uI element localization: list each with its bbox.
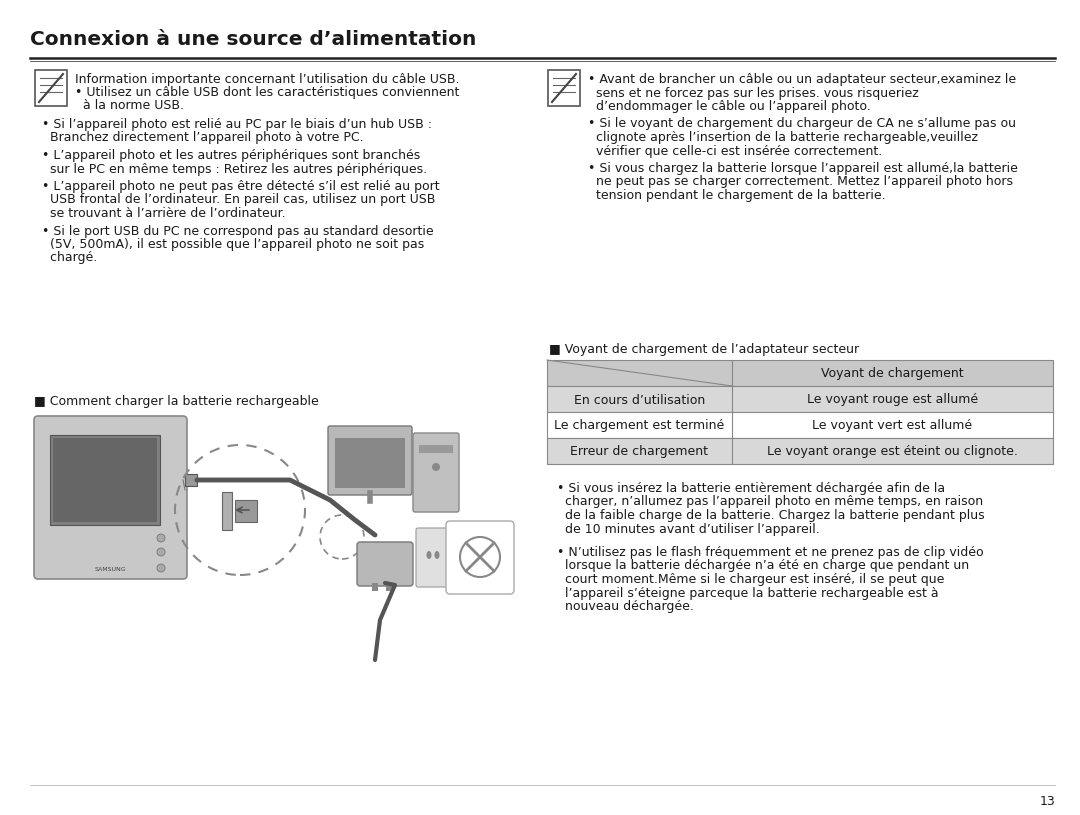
Bar (335, 438, 405, 488)
FancyBboxPatch shape (413, 433, 459, 512)
Circle shape (432, 463, 440, 471)
Bar (235, 500, 257, 522)
Text: Erreur de chargement: Erreur de chargement (570, 446, 708, 459)
Text: ne peut pas se charger correctement. Mettez l’appareil photo hors: ne peut pas se charger correctement. Met… (588, 175, 1013, 188)
Text: (5V, 500mA), il est possible que l’appareil photo ne soit pas: (5V, 500mA), il est possible que l’appar… (42, 238, 424, 251)
FancyBboxPatch shape (416, 528, 450, 587)
Text: SAMSUNG: SAMSUNG (95, 567, 126, 572)
Text: de la faible charge de la batterie. Chargez la batterie pendant plus: de la faible charge de la batterie. Char… (557, 509, 985, 522)
Bar (50, 435, 160, 525)
Circle shape (157, 534, 165, 542)
FancyBboxPatch shape (35, 70, 67, 106)
Text: 13: 13 (1039, 795, 1055, 808)
Text: se trouvant à l’arrière de l’ordinateur.: se trouvant à l’arrière de l’ordinateur. (42, 207, 285, 220)
Text: Voyant de chargement: Voyant de chargement (821, 368, 963, 381)
Text: • Si l’appareil photo est relié au PC par le biais d’un hub USB :: • Si l’appareil photo est relié au PC pa… (42, 118, 432, 131)
Text: ■ Comment charger la batterie rechargeable: ■ Comment charger la batterie rechargeab… (33, 395, 319, 408)
Text: • Avant de brancher un câble ou un adaptateur secteur,examinez le: • Avant de brancher un câble ou un adapt… (588, 73, 1016, 86)
Bar (53, 438, 157, 522)
Bar (546, 386, 1053, 412)
FancyBboxPatch shape (548, 70, 580, 106)
Text: • N’utilisez pas le flash fréquemment et ne prenez pas de clip vidéo: • N’utilisez pas le flash fréquemment et… (557, 546, 984, 559)
Ellipse shape (427, 551, 432, 559)
Text: sur le PC en même temps : Retirez les autres périphériques.: sur le PC en même temps : Retirez les au… (42, 162, 427, 175)
Text: • L’appareil photo ne peut pas être détecté s’il est relié au port: • L’appareil photo ne peut pas être déte… (42, 180, 440, 193)
Text: sens et ne forcez pas sur les prises. vous risqueriez: sens et ne forcez pas sur les prises. vo… (588, 86, 919, 99)
Bar (386, 583, 392, 591)
Text: charger, n’allumez pas l’appareil photo en même temps, en raison: charger, n’allumez pas l’appareil photo … (557, 496, 983, 509)
Text: Le voyant vert est allumé: Le voyant vert est allumé (812, 420, 973, 433)
Text: Le chargement est terminé: Le chargement est terminé (554, 420, 725, 433)
Bar (372, 583, 378, 591)
Bar (546, 412, 1053, 438)
Text: • L’appareil photo et les autres périphériques sont branchés: • L’appareil photo et les autres périphé… (42, 149, 420, 162)
Text: nouveau déchargée.: nouveau déchargée. (557, 600, 693, 613)
Text: tension pendant le chargement de la batterie.: tension pendant le chargement de la batt… (588, 189, 886, 202)
Text: lorsque la batterie déchargée n’a été en charge que pendant un: lorsque la batterie déchargée n’a été en… (557, 560, 969, 572)
Bar (546, 360, 1053, 386)
Text: d’endommager le câble ou l’appareil photo.: d’endommager le câble ou l’appareil phot… (588, 100, 870, 113)
Text: USB frontal de l’ordinateur. En pareil cas, utilisez un port USB: USB frontal de l’ordinateur. En pareil c… (42, 193, 435, 206)
Text: Connexion à une source d’alimentation: Connexion à une source d’alimentation (30, 30, 476, 49)
Text: vérifier que celle-ci est insérée correctement.: vérifier que celle-ci est insérée correc… (588, 144, 882, 157)
Text: Branchez directement l’appareil photo à votre PC.: Branchez directement l’appareil photo à … (42, 131, 364, 144)
FancyBboxPatch shape (446, 521, 514, 594)
Bar (222, 492, 232, 530)
Text: • Si vous insérez la batterie entièrement déchargée afin de la: • Si vous insérez la batterie entièremen… (557, 482, 945, 495)
Text: chargé.: chargé. (42, 252, 97, 265)
Text: Le voyant rouge est allumé: Le voyant rouge est allumé (807, 394, 978, 407)
Bar (185, 474, 197, 486)
Text: En cours d’utilisation: En cours d’utilisation (573, 394, 705, 407)
Circle shape (157, 564, 165, 572)
Bar (546, 438, 1053, 464)
Circle shape (157, 548, 165, 556)
Text: • Si le port USB du PC ne correspond pas au standard desortie: • Si le port USB du PC ne correspond pas… (42, 224, 434, 237)
Text: Information importante concernant l’utilisation du câble USB.: Information importante concernant l’util… (75, 73, 459, 86)
FancyBboxPatch shape (328, 426, 411, 495)
Text: ■ Voyant de chargement de l’adaptateur secteur: ■ Voyant de chargement de l’adaptateur s… (549, 343, 859, 356)
Text: court moment.Même si le chargeur est inséré, il se peut que: court moment.Même si le chargeur est ins… (557, 573, 944, 586)
Text: l’appareil s’éteigne parceque la batterie rechargeable est à: l’appareil s’éteigne parceque la batteri… (557, 587, 939, 600)
Bar (419, 445, 453, 453)
Text: à la norme USB.: à la norme USB. (75, 99, 184, 112)
FancyBboxPatch shape (357, 542, 413, 586)
Text: clignote après l’insertion de la batterie rechargeable,veuillez: clignote après l’insertion de la batteri… (588, 131, 978, 144)
Text: • Utilisez un câble USB dont les caractéristiques conviennent: • Utilisez un câble USB dont les caracté… (75, 86, 459, 99)
Text: • Si vous chargez la batterie lorsque l’appareil est allumé,la batterie: • Si vous chargez la batterie lorsque l’… (588, 162, 1017, 175)
Text: • Si le voyant de chargement du chargeur de CA ne s’allume pas ou: • Si le voyant de chargement du chargeur… (588, 117, 1016, 130)
Text: de 10 minutes avant d’utiliser l’appareil.: de 10 minutes avant d’utiliser l’apparei… (557, 522, 820, 535)
Text: Le voyant orange est éteint ou clignote.: Le voyant orange est éteint ou clignote. (767, 446, 1018, 459)
Ellipse shape (434, 551, 440, 559)
FancyBboxPatch shape (33, 416, 187, 579)
